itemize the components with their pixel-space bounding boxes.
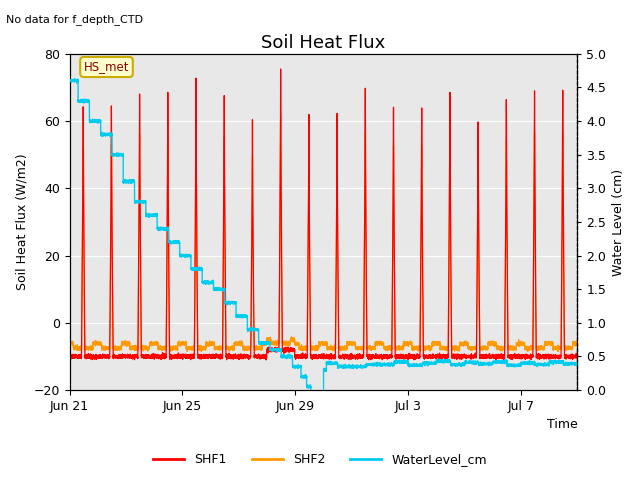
Legend: SHF1, SHF2, WaterLevel_cm: SHF1, SHF2, WaterLevel_cm: [148, 448, 492, 471]
Text: No data for f_depth_CTD: No data for f_depth_CTD: [6, 14, 143, 25]
Y-axis label: Soil Heat Flux (W/m2): Soil Heat Flux (W/m2): [15, 154, 28, 290]
Text: HS_met: HS_met: [84, 60, 129, 73]
X-axis label: Time: Time: [547, 419, 577, 432]
Y-axis label: Water Level (cm): Water Level (cm): [612, 168, 625, 276]
Title: Soil Heat Flux: Soil Heat Flux: [261, 34, 386, 52]
